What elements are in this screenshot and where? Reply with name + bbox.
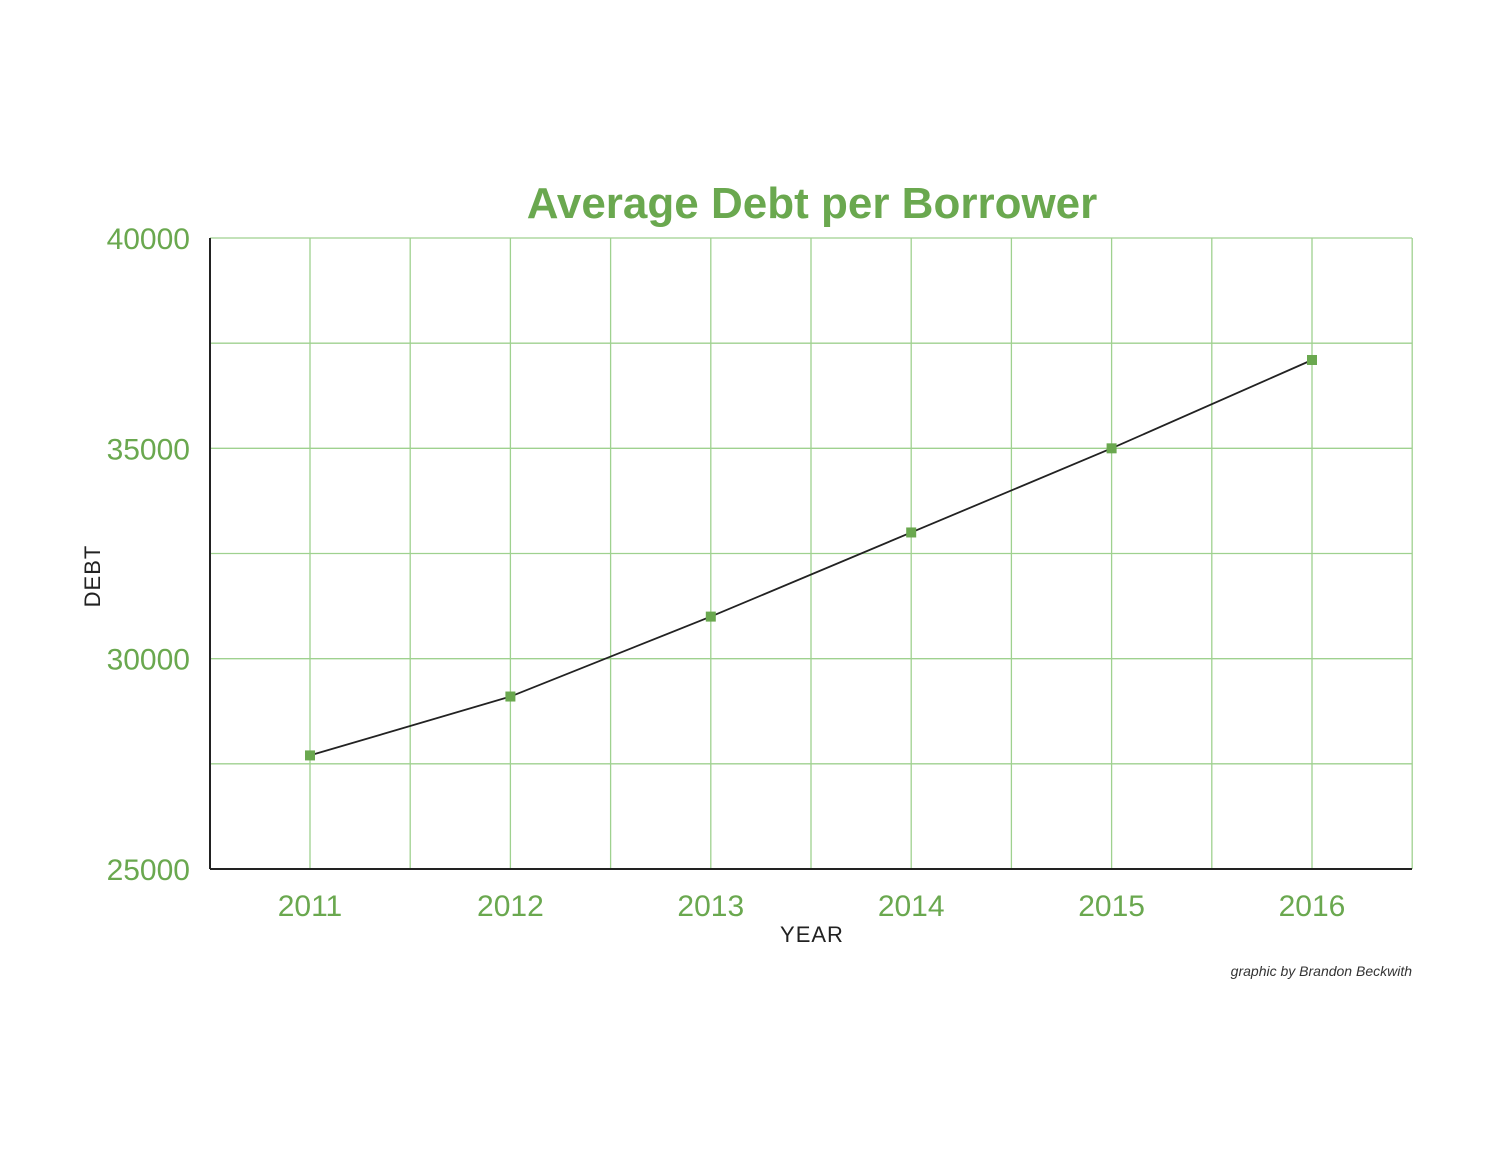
data-point-marker	[505, 691, 516, 702]
x-tick-label: 2012	[477, 890, 544, 923]
y-tick-labels: 40000 35000 30000 25000	[107, 223, 190, 887]
y-tick-label: 40000	[107, 223, 190, 256]
chart-title: Average Debt per Borrower	[527, 179, 1098, 228]
x-tick-label: 2013	[677, 890, 744, 923]
data-point-marker	[305, 750, 315, 761]
series-line	[309, 359, 1313, 757]
y-tick-label: 35000	[107, 433, 190, 466]
x-tick-label: 2014	[878, 890, 945, 923]
y-tick-label: 30000	[107, 644, 190, 677]
y-tick-label: 25000	[107, 854, 190, 887]
y-axis-label: DEBT	[80, 545, 105, 608]
x-axis-label: YEAR	[780, 922, 844, 947]
grid	[210, 237, 1413, 869]
x-tick-label: 2016	[1279, 890, 1346, 923]
data-point-marker	[906, 527, 917, 538]
data-point-marker	[1106, 443, 1117, 454]
data-point-marker	[705, 611, 716, 622]
x-tick-labels: 2011 2012 2013 2014 2015 2016	[278, 890, 1346, 923]
x-tick-label: 2015	[1078, 890, 1145, 923]
x-tick-label: 2011	[278, 890, 343, 923]
credit-text: graphic by Brandon Beckwith	[1231, 963, 1413, 979]
data-point-marker	[1307, 354, 1317, 365]
series-debt	[305, 354, 1317, 761]
